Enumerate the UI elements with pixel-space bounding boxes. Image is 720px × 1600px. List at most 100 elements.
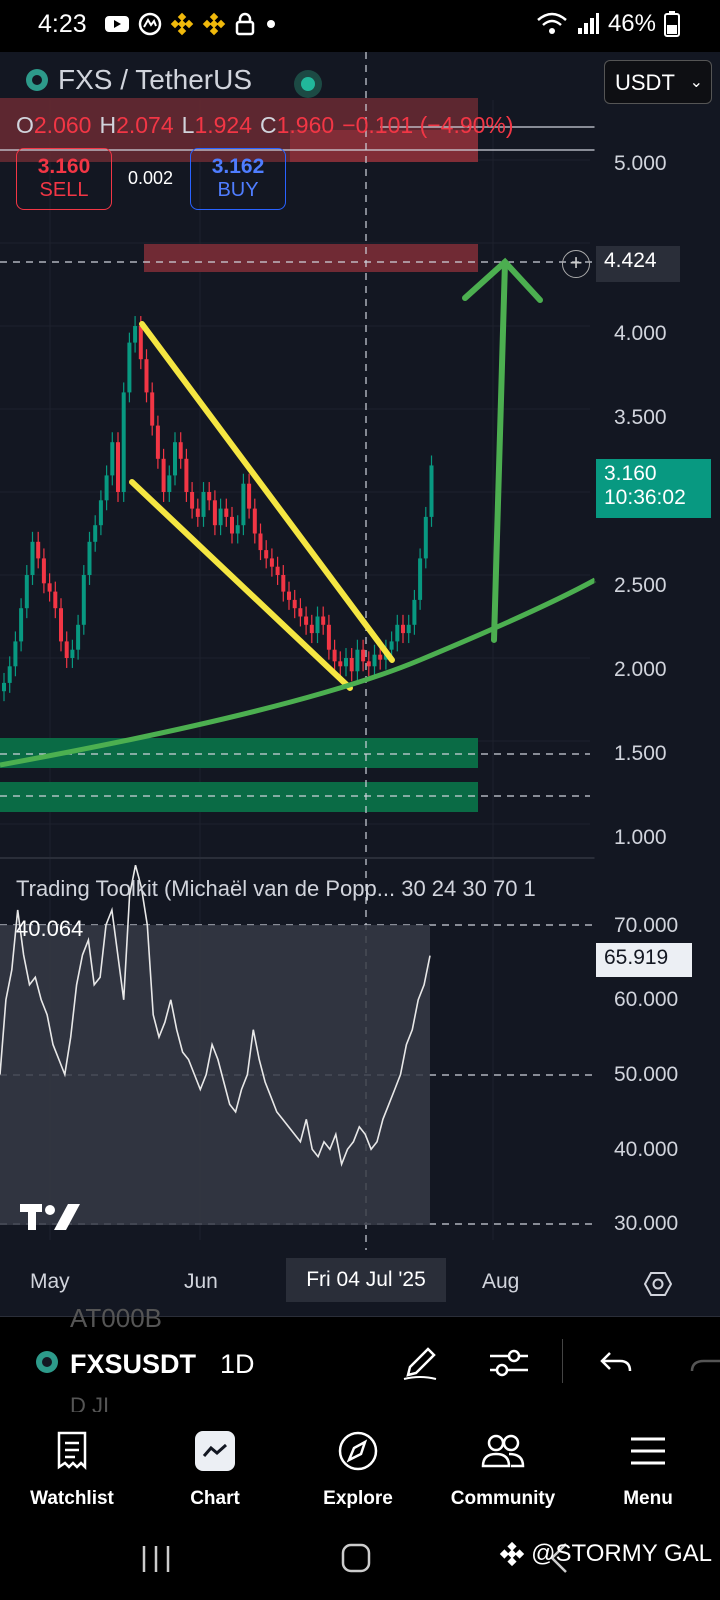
indicator-crosshair-value: 40.064 bbox=[16, 916, 84, 941]
nav-watchlist[interactable]: Watchlist bbox=[2, 1428, 142, 1510]
nav-chart[interactable]: Chart bbox=[145, 1428, 285, 1510]
falling-wedge bbox=[129, 321, 395, 691]
buy-button[interactable]: 3.162 BUY bbox=[190, 148, 286, 210]
candle-body bbox=[401, 624, 405, 634]
candle-body bbox=[98, 500, 103, 526]
candle-body bbox=[349, 658, 354, 672]
candle-body bbox=[304, 616, 309, 625]
add-alert-plus-icon[interactable]: + bbox=[562, 250, 590, 278]
price-axis-label: 3.500 bbox=[614, 406, 667, 429]
candle-body bbox=[395, 624, 400, 642]
candle-body bbox=[230, 516, 234, 534]
candle-body bbox=[258, 533, 263, 551]
home-icon[interactable] bbox=[340, 1542, 372, 1574]
nav-community[interactable]: Community bbox=[433, 1428, 573, 1510]
indicator-title[interactable]: Trading Toolkit (Michaël van de Popp... … bbox=[16, 876, 536, 901]
status-bar: 4:23 46% bbox=[0, 0, 720, 52]
candle-body bbox=[423, 516, 428, 559]
undo-icon[interactable] bbox=[598, 1343, 634, 1383]
price-chart[interactable] bbox=[0, 52, 720, 1316]
candle-body bbox=[212, 500, 217, 526]
candle-body bbox=[87, 541, 92, 575]
rsi-axis-label: 50.000 bbox=[614, 1063, 679, 1086]
current-price: 3.160 bbox=[604, 462, 657, 485]
coinmarketcap-icon bbox=[138, 12, 162, 36]
candle-body bbox=[138, 326, 143, 360]
spread-value: 0.002 bbox=[128, 168, 174, 188]
rsi-line bbox=[0, 864, 431, 1168]
back-icon[interactable] bbox=[548, 1542, 570, 1574]
candle-body bbox=[2, 682, 6, 692]
candle-body bbox=[355, 649, 360, 672]
community-icon bbox=[481, 1434, 525, 1468]
candle-body bbox=[178, 442, 183, 459]
pencil-icon[interactable] bbox=[400, 1343, 440, 1383]
quote-currency-select[interactable]: USDT ⌄ bbox=[604, 60, 712, 104]
candle-body bbox=[218, 508, 223, 526]
indicators-settings-icon[interactable] bbox=[488, 1343, 530, 1383]
candle-body bbox=[104, 475, 109, 501]
resistance-zone-mid bbox=[144, 244, 478, 272]
chevron-down-icon: ⌄ bbox=[689, 74, 703, 91]
candle-body bbox=[116, 442, 120, 492]
chart-settings-icon[interactable] bbox=[644, 1270, 672, 1298]
lock-icon bbox=[235, 12, 255, 36]
candle-body bbox=[207, 492, 212, 501]
nav-menu[interactable]: Menu bbox=[578, 1428, 718, 1510]
sell-price: 3.160 bbox=[37, 155, 91, 178]
candle-body bbox=[389, 641, 394, 650]
interval-button[interactable]: 1D bbox=[220, 1349, 255, 1379]
candle-body bbox=[406, 624, 411, 634]
watermark: @STORMY GAL bbox=[499, 1540, 712, 1568]
candle-body bbox=[269, 558, 274, 567]
candle-body bbox=[412, 599, 417, 625]
candle-body bbox=[190, 492, 195, 509]
bottom-navigation: Watchlist Chart Explore Community Menu bbox=[0, 1412, 720, 1530]
bar-countdown: 10:36:02 bbox=[604, 486, 686, 509]
change-value: −0.101 (−4.90%) bbox=[342, 112, 514, 138]
nav-explore[interactable]: Explore bbox=[288, 1428, 428, 1510]
high-value: 2.074 bbox=[116, 112, 174, 138]
candle-body bbox=[247, 483, 252, 509]
candle-body bbox=[110, 442, 115, 476]
low-value: 1.924 bbox=[194, 112, 252, 138]
hamburger-menu-icon bbox=[631, 1437, 665, 1465]
youtube-icon bbox=[105, 16, 129, 32]
recent-apps-icon[interactable] bbox=[140, 1544, 172, 1574]
fxs-coin-icon bbox=[26, 69, 48, 91]
buy-label: BUY bbox=[217, 179, 259, 201]
rsi-value-tag: 65.919 bbox=[596, 943, 692, 977]
redo-icon[interactable] bbox=[690, 1343, 720, 1383]
candle-body bbox=[173, 442, 177, 476]
candle-body bbox=[281, 575, 286, 592]
candle-body bbox=[13, 641, 18, 667]
candle-body bbox=[418, 558, 423, 600]
system-status: 46% bbox=[536, 10, 680, 38]
system-navigation-bar bbox=[0, 1530, 720, 1600]
compass-icon bbox=[338, 1431, 378, 1471]
candle-body bbox=[19, 608, 24, 642]
candle-body bbox=[321, 616, 326, 625]
candle-body bbox=[315, 616, 320, 634]
candle-body bbox=[59, 608, 63, 642]
sell-button[interactable]: 3.160 SELL bbox=[16, 148, 112, 210]
symbol-button[interactable]: FXSUSDT bbox=[70, 1349, 197, 1379]
time-axis-label: Jun bbox=[184, 1270, 218, 1293]
candle-body bbox=[287, 591, 291, 600]
candle-body bbox=[344, 658, 348, 667]
crosshair-date-tag: Fri 04 Jul '25 bbox=[286, 1258, 446, 1302]
rsi-axis-label: 60.000 bbox=[614, 988, 679, 1011]
rsi-axis-label: 30.000 bbox=[614, 1212, 679, 1235]
candle-body bbox=[155, 425, 160, 459]
symbol-title[interactable]: FXS / TetherUS bbox=[26, 64, 252, 96]
candle-body bbox=[264, 550, 269, 559]
candle-body bbox=[275, 566, 280, 575]
candle-body bbox=[81, 575, 86, 625]
candle-body bbox=[338, 661, 343, 667]
binance-icon bbox=[170, 12, 194, 36]
fxs-coin-icon bbox=[36, 1351, 58, 1373]
candle-body bbox=[70, 649, 75, 658]
buy-price: 3.162 bbox=[211, 155, 265, 178]
candle-body bbox=[224, 508, 229, 517]
support-curve bbox=[0, 577, 597, 768]
